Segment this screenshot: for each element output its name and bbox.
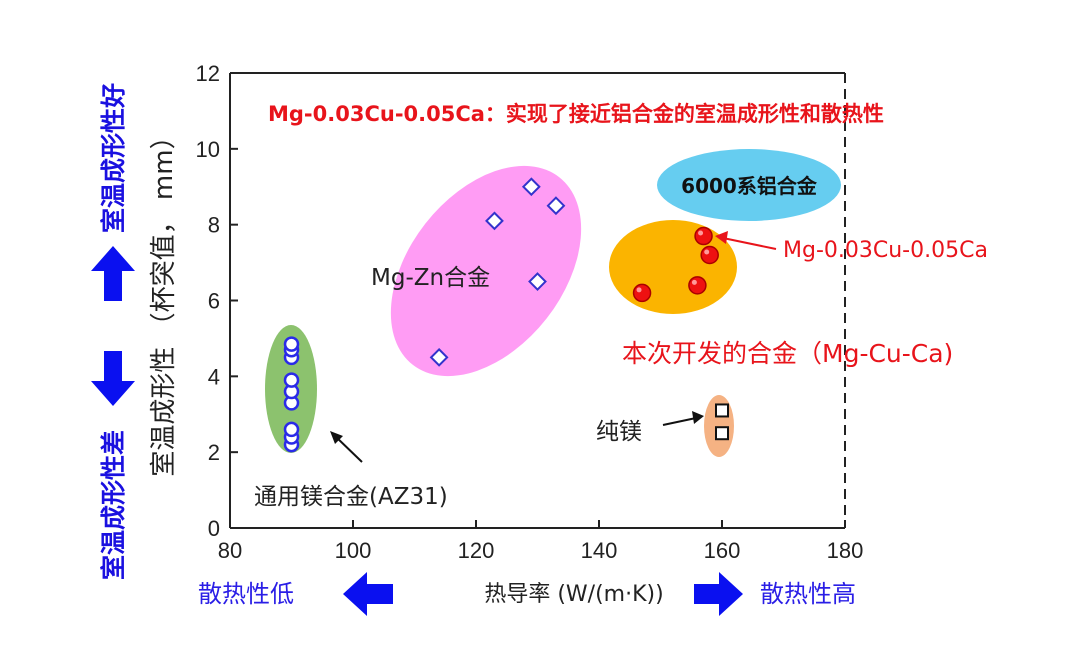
x-tick-label: 160	[704, 538, 741, 563]
data-point-highlight	[704, 249, 710, 255]
data-point	[283, 372, 300, 388]
data-point	[700, 245, 719, 265]
data-point	[528, 272, 547, 291]
data-point	[283, 421, 300, 438]
y-tick-label: 10	[196, 137, 220, 162]
data-point-highlight	[636, 287, 642, 293]
label-mgzn: Mg-Zn合金	[371, 265, 490, 291]
axis-ticks	[229, 72, 846, 529]
label-target-alloy: Mg-0.03Cu-0.05Ca	[783, 238, 988, 263]
x-tick-label: 80	[218, 538, 242, 563]
annotation-arrows	[330, 231, 777, 463]
y-tick-label: 8	[208, 213, 220, 238]
data-point	[485, 211, 504, 231]
axis-tick-labels: 80 100 120 140 160 180 0 2 4 6 8 10 12	[196, 61, 864, 563]
data-point	[429, 347, 449, 367]
az31-arrowhead	[330, 431, 343, 444]
x-axis-label: 热导率 (W/(m·K))	[484, 582, 663, 607]
y-tick-label: 6	[208, 289, 220, 314]
data-point	[694, 226, 713, 246]
y-tick-label: 4	[208, 364, 220, 389]
label-heat-dissipation-high: 散热性高	[760, 580, 856, 608]
target-arrowhead	[715, 231, 728, 244]
label-formability-poor: 室温成形性差	[99, 430, 128, 580]
region-al6000	[657, 149, 841, 221]
label-pure-mg: 纯镁	[596, 419, 642, 445]
pure-mg-arrow	[662, 417, 697, 426]
label-developed: 本次开发的合金（Mg-Cu-Ca)	[622, 339, 953, 368]
data-point	[283, 336, 300, 352]
x-tick-label: 140	[581, 538, 618, 563]
chart-title: Mg-0.03Cu-0.05Ca：实现了接近铝合金的室温成形性和散热性	[268, 102, 884, 126]
data-point-highlight	[691, 279, 697, 285]
region-mgzn	[390, 165, 582, 377]
data-point	[715, 403, 729, 418]
arrow-left-icon	[343, 572, 393, 616]
x-tick-label: 120	[458, 538, 495, 563]
x-tick-label: 100	[335, 538, 372, 563]
region-developed	[609, 220, 737, 314]
y-tick-label: 12	[196, 61, 220, 86]
data-point	[521, 177, 541, 197]
data-points	[283, 177, 729, 453]
pure-mg-arrowhead	[692, 411, 704, 424]
label-az31: 通用镁合金(AZ31)	[254, 484, 448, 510]
arrow-down-icon	[91, 351, 135, 406]
label-formability-good: 室温成形性好	[99, 83, 128, 233]
arrow-up-icon	[91, 246, 135, 301]
target-arrow	[722, 237, 777, 250]
data-point	[715, 426, 729, 441]
data-point	[688, 276, 707, 295]
y-tick-label: 0	[208, 516, 220, 541]
arrow-right-icon	[694, 572, 743, 616]
data-point	[632, 283, 652, 303]
label-heat-dissipation-low: 散热性低	[198, 580, 294, 608]
data-point-highlight	[698, 230, 704, 236]
x-tick-label: 180	[827, 538, 864, 563]
label-al6000: 6000系铝合金	[681, 174, 818, 198]
y-axis-label: 室温成形性 （杯突值， mm）	[149, 123, 179, 476]
data-point	[546, 196, 566, 216]
y-tick-label: 2	[208, 440, 220, 465]
